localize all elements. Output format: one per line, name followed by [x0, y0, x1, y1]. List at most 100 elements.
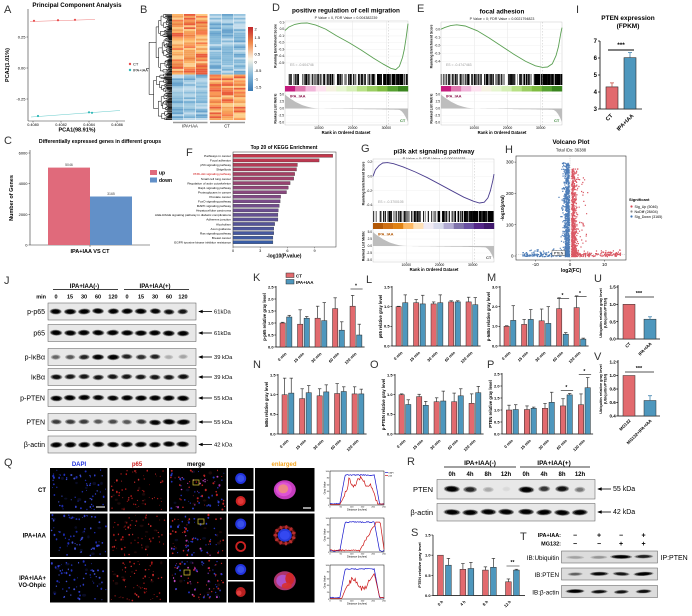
svg-text:p-p65 relative gray level: p-p65 relative gray level	[262, 293, 267, 340]
svg-text:-0.3: -0.3	[279, 47, 285, 51]
svg-text:0: 0	[25, 243, 28, 248]
svg-text:1.5: 1.5	[610, 285, 617, 290]
svg-text:Running Enrichment Score: Running Enrichment Score	[430, 25, 434, 69]
svg-text:1.2: 1.2	[610, 360, 617, 365]
svg-text:1.0: 1.0	[268, 320, 274, 325]
svg-text:MAPK signaling pathway: MAPK signaling pathway	[197, 204, 232, 208]
svg-text:p53 signaling pathway: p53 signaling pathway	[200, 163, 231, 167]
svg-text:0 min: 0 min	[393, 350, 404, 361]
svg-text:CT: CT	[38, 488, 46, 494]
svg-text:200: 200	[371, 507, 375, 509]
svg-text:0.4082: 0.4082	[55, 123, 67, 127]
svg-text:L: L	[366, 274, 372, 286]
svg-text:Sig_Down (3165): Sig_Down (3165)	[635, 215, 663, 219]
svg-text:1.5: 1.5	[425, 533, 431, 538]
svg-text:up: up	[159, 171, 165, 177]
svg-text:Regulation of actin cytoskelet: Regulation of actin cytoskeleton	[187, 181, 231, 185]
svg-text:1: 1	[255, 43, 258, 48]
svg-text:+: +	[641, 541, 645, 548]
svg-text:IκBα relative gray level: IκBα relative gray level	[264, 382, 269, 427]
svg-text:0 min: 0 min	[279, 438, 290, 449]
svg-text:p65: p65	[132, 462, 143, 468]
svg-text:0 min: 0 min	[503, 438, 514, 449]
svg-text:12h: 12h	[575, 472, 586, 478]
svg-text:0: 0	[328, 505, 330, 507]
svg-text:*: *	[561, 293, 563, 299]
svg-text:60: 60	[327, 484, 330, 486]
svg-text:0h: 0h	[522, 472, 529, 478]
svg-text:5046: 5046	[65, 163, 73, 167]
svg-text:DAPI: DAPI	[389, 471, 394, 474]
svg-text:0 min: 0 min	[501, 350, 512, 361]
svg-text:-0.1: -0.1	[279, 34, 285, 38]
svg-text:CT: CT	[605, 113, 615, 123]
svg-text:2.0: 2.0	[494, 383, 500, 388]
svg-text:NoDiff (28404): NoDiff (28404)	[635, 210, 658, 214]
svg-text:positive regulation of cell mi: positive regulation of cell migration	[292, 8, 400, 15]
svg-text:2: 2	[255, 27, 258, 32]
svg-text:0.4080: 0.4080	[27, 123, 39, 127]
svg-text:***: ***	[636, 291, 643, 297]
svg-text:250: 250	[382, 554, 386, 556]
svg-text:min: min	[36, 295, 46, 301]
svg-text:39 kDa: 39 kDa	[214, 355, 233, 361]
svg-text:-10: -10	[532, 262, 539, 267]
svg-text:20000: 20000	[503, 126, 513, 130]
svg-text:0.6: 0.6	[610, 400, 617, 405]
svg-text:IPA+IAA: IPA+IAA	[133, 68, 148, 73]
svg-text:-0.3: -0.3	[435, 51, 441, 55]
svg-text:IPA+IAA+: IPA+IAA+	[19, 576, 46, 582]
svg-text:8h: 8h	[558, 472, 565, 478]
svg-text:CT: CT	[624, 341, 632, 349]
svg-text:-2.5: -2.5	[367, 251, 373, 255]
svg-text:0: 0	[511, 254, 514, 259]
svg-text:Differentially expressed genes: Differentially expressed genes in differ…	[39, 139, 161, 145]
svg-text:***: ***	[636, 366, 643, 372]
svg-text:Distance (inches): Distance (inches)	[347, 555, 367, 559]
svg-text:β-actin: β-actin	[24, 442, 45, 449]
svg-text:Distance (inches): Distance (inches)	[347, 508, 367, 512]
svg-text:Ranked List Metric: Ranked List Metric	[430, 93, 434, 123]
svg-text:1.0: 1.0	[492, 324, 498, 329]
svg-text:Gray Value: Gray Value	[323, 528, 327, 541]
svg-text:-1.5: -1.5	[255, 85, 263, 90]
svg-text:42 kDa: 42 kDa	[613, 509, 635, 516]
svg-text:-0.2: -0.2	[367, 189, 373, 193]
svg-text:61kDa: 61kDa	[214, 310, 232, 316]
svg-text:0.0: 0.0	[610, 337, 617, 342]
svg-text:0.0: 0.0	[270, 431, 276, 436]
svg-text:ES = -0.3700105: ES = -0.3700105	[378, 200, 404, 204]
svg-text:0: 0	[329, 601, 331, 603]
svg-text:***: ***	[617, 42, 625, 49]
svg-text:Prostate cancer: Prostate cancer	[209, 195, 231, 199]
svg-text:60: 60	[327, 531, 330, 533]
svg-text:ES = -0.604746: ES = -0.604746	[290, 63, 314, 67]
svg-text:55 kDa: 55 kDa	[214, 396, 233, 402]
svg-text:0.0: 0.0	[384, 343, 390, 348]
svg-text:0h: 0h	[448, 472, 455, 478]
svg-text:0.0: 0.0	[368, 174, 373, 178]
svg-text:5.0: 5.0	[436, 93, 441, 97]
svg-text:E: E	[417, 3, 424, 15]
svg-text:4h: 4h	[540, 472, 547, 478]
svg-text:0: 0	[328, 552, 330, 554]
svg-text:PCA2(1.01%): PCA2(1.01%)	[5, 48, 11, 82]
svg-text:IPA_IAA: IPA_IAA	[290, 94, 306, 99]
svg-text:−: −	[573, 533, 577, 540]
svg-text:p65 relative gray level: p65 relative gray level	[378, 295, 383, 339]
svg-text:IP:PTEN: IP:PTEN	[661, 555, 688, 562]
svg-text:0 min: 0 min	[396, 438, 407, 449]
svg-text:CT: CT	[133, 62, 139, 67]
svg-text:20: 20	[327, 545, 330, 547]
svg-text:200: 200	[506, 191, 514, 196]
svg-text:1.5: 1.5	[255, 35, 261, 40]
svg-text:-2.5: -2.5	[279, 114, 285, 118]
svg-text:PTEN expression: PTEN expression	[601, 15, 654, 22]
svg-text:IκBα: IκBα	[31, 374, 45, 381]
svg-text:−: −	[619, 533, 623, 540]
svg-text:F: F	[186, 147, 193, 159]
svg-text:0.0: 0.0	[425, 593, 431, 598]
svg-text:down: down	[159, 178, 172, 184]
svg-text:150: 150	[361, 554, 365, 556]
svg-text:1.5: 1.5	[270, 372, 276, 377]
